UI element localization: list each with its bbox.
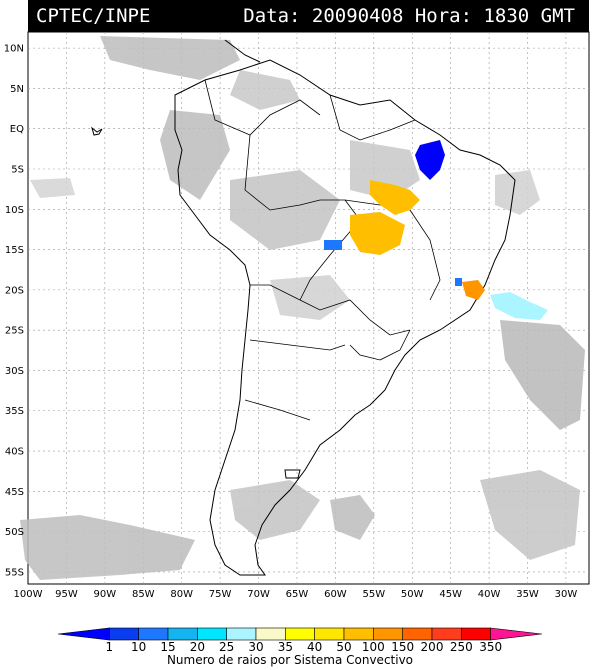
- colorbar-value: 20: [190, 640, 205, 654]
- lightning-cells: [324, 140, 548, 320]
- lightning-cell-25-ocean: [490, 292, 548, 320]
- lat-label: 10N: [4, 44, 24, 55]
- lon-label: 75W: [209, 589, 232, 600]
- lat-label: 50S: [5, 527, 24, 538]
- colorbar-segment: [373, 627, 403, 641]
- coastlines: [91, 39, 516, 576]
- colorbar-value: 40: [307, 640, 322, 654]
- lat-label: 5S: [11, 164, 24, 175]
- colorbar-title: Numero de raios por Sistema Convectivo: [167, 653, 413, 667]
- lon-label: 35W: [516, 589, 539, 600]
- lon-label: 80W: [170, 589, 193, 600]
- colorbar-segment: [197, 627, 227, 641]
- colorbar-arrow-high: [490, 627, 543, 641]
- header-bar: CPTEC/INPE Data: 20090408 Hora: 1830 GMT: [28, 0, 589, 32]
- colorbar-value: 50: [336, 640, 351, 654]
- lon-label: 65W: [286, 589, 309, 600]
- colorbar-segment: [226, 627, 257, 641]
- lon-label: 30W: [555, 589, 578, 600]
- lon-label: 95W: [55, 589, 78, 600]
- lon-label: 45W: [439, 589, 462, 600]
- colorbar-value: 100: [362, 640, 385, 654]
- lightning-cell-10-coast: [455, 278, 462, 286]
- latitude-labels: 10N 5N EQ 5S 10S 15S 20S 25S 30S 35S 40S 45S 50S 55S: [4, 44, 24, 579]
- lightning-cell-100-central: [350, 212, 405, 255]
- longitude-labels: 100W 95W 90W 85W 80W 75W 70W 65W 60W 55W 50W 45W 40W…: [14, 589, 578, 600]
- colorbar-legend: 1 10 15 20 25 30 35 40 50 100 150 200 250 350: [57, 627, 543, 654]
- colorbar-segment: [461, 627, 491, 641]
- colorbar-value: 200: [421, 640, 444, 654]
- colorbar-value: 350: [479, 640, 502, 654]
- lon-label: 70W: [247, 589, 270, 600]
- colorbar-segment: [138, 627, 169, 641]
- lightning-cell-100-north: [370, 180, 420, 215]
- colorbar-value: 150: [391, 640, 414, 654]
- lon-label: 40W: [478, 589, 501, 600]
- colorbar-value: 15: [160, 640, 175, 654]
- colorbar-value: 250: [450, 640, 473, 654]
- colorbar-segment: [343, 627, 374, 641]
- lon-label: 90W: [94, 589, 117, 600]
- lat-label: 20S: [5, 285, 24, 296]
- lon-label: 50W: [401, 589, 424, 600]
- lat-label: 40S: [5, 447, 24, 458]
- lon-label: 55W: [363, 589, 386, 600]
- lat-label: 5N: [10, 84, 24, 95]
- colorbar-segment: [255, 627, 286, 641]
- lightning-cell-1: [415, 140, 445, 180]
- colorbar-segment: [402, 627, 433, 641]
- colorbar-value: 1: [106, 640, 114, 654]
- lat-label: 25S: [5, 326, 24, 337]
- colorbar-segment: [285, 627, 315, 641]
- lat-label: 45S: [5, 487, 24, 498]
- lat-label: 10S: [5, 205, 24, 216]
- colorbar-segment: [431, 627, 462, 641]
- lightning-cell-150-coast: [462, 280, 485, 300]
- lon-label: 100W: [14, 589, 43, 600]
- colorbar-segment: [109, 627, 139, 641]
- lat-label: 55S: [5, 567, 24, 578]
- colorbar-value: 10: [131, 640, 146, 654]
- lon-label: 85W: [132, 589, 155, 600]
- colorbar-value: 25: [219, 640, 234, 654]
- lightning-cell-10-west: [324, 240, 342, 250]
- source-label: CPTEC/INPE: [36, 5, 151, 27]
- colorbar-segment: [167, 627, 198, 641]
- colorbar-segment: [314, 627, 345, 641]
- colorbar-value: 30: [248, 640, 263, 654]
- lat-label: 30S: [5, 366, 24, 377]
- colorbar-value: 35: [278, 640, 293, 654]
- borders: [204, 79, 441, 421]
- lat-label: 35S: [5, 406, 24, 417]
- datetime-label: Data: 20090408 Hora: 1830 GMT: [243, 5, 575, 27]
- lon-label: 60W: [324, 589, 347, 600]
- cloud-cover: [20, 36, 585, 580]
- lat-label: EQ: [10, 124, 24, 135]
- lat-label: 15S: [5, 245, 24, 256]
- colorbar-arrow-low: [57, 627, 110, 641]
